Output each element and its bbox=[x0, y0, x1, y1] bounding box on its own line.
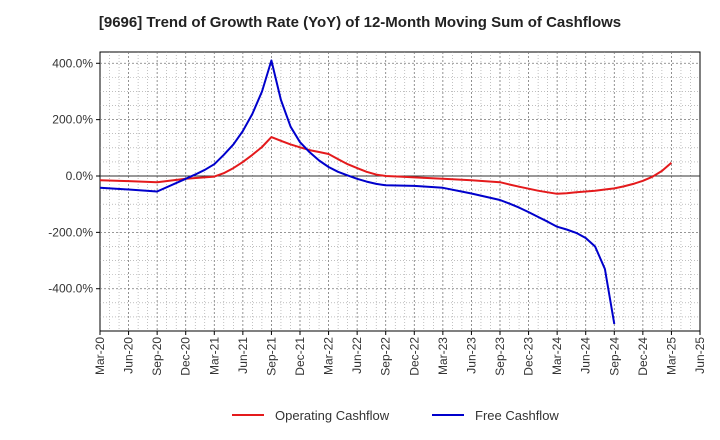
x-tick-label: Dec-20 bbox=[179, 337, 193, 376]
x-tick-label: Sep-20 bbox=[150, 337, 164, 376]
y-tick-label: 0.0% bbox=[66, 169, 94, 183]
x-tick-label: Mar-20 bbox=[93, 337, 107, 375]
free-cashflow-line bbox=[99, 59, 616, 325]
legend-label-free: Free Cashflow bbox=[475, 408, 559, 423]
x-tick-label: Jun-20 bbox=[122, 337, 136, 374]
x-tick-label: Dec-22 bbox=[407, 337, 421, 376]
y-tick-label: 200.0% bbox=[52, 113, 93, 127]
x-tick-label: Dec-23 bbox=[522, 337, 536, 376]
x-tick-label: Jun-23 bbox=[464, 337, 478, 374]
x-tick-label: Jun-25 bbox=[693, 337, 707, 374]
legend-label-operating: Operating Cashflow bbox=[275, 408, 390, 423]
chart-title: [9696] Trend of Growth Rate (YoY) of 12-… bbox=[98, 14, 622, 31]
x-tick-label: Mar-25 bbox=[664, 337, 678, 375]
x-tick-label: Sep-24 bbox=[607, 337, 621, 376]
y-tick-label: -200.0% bbox=[48, 225, 93, 239]
plot-frame bbox=[99, 51, 701, 332]
x-tick-label: Mar-21 bbox=[207, 337, 221, 375]
x-tick-label: Mar-22 bbox=[322, 337, 336, 375]
x-tick-label: Sep-22 bbox=[379, 337, 393, 376]
x-tick-label: Dec-24 bbox=[636, 337, 650, 376]
x-tick-label: Sep-23 bbox=[493, 337, 507, 376]
x-tick-label: Jun-21 bbox=[236, 337, 250, 374]
x-tick-label: Jun-24 bbox=[579, 337, 593, 374]
x-tick-label: Jun-22 bbox=[350, 337, 364, 374]
y-tick-label: -400.0% bbox=[48, 282, 93, 296]
x-tick-label: Sep-21 bbox=[264, 337, 278, 376]
x-tick-label: Dec-21 bbox=[293, 337, 307, 376]
y-tick-label: 400.0% bbox=[52, 56, 93, 70]
x-tick-label: Mar-23 bbox=[436, 337, 450, 375]
operating-cashflow-line bbox=[99, 136, 673, 195]
x-tick-label: Mar-24 bbox=[550, 337, 564, 375]
